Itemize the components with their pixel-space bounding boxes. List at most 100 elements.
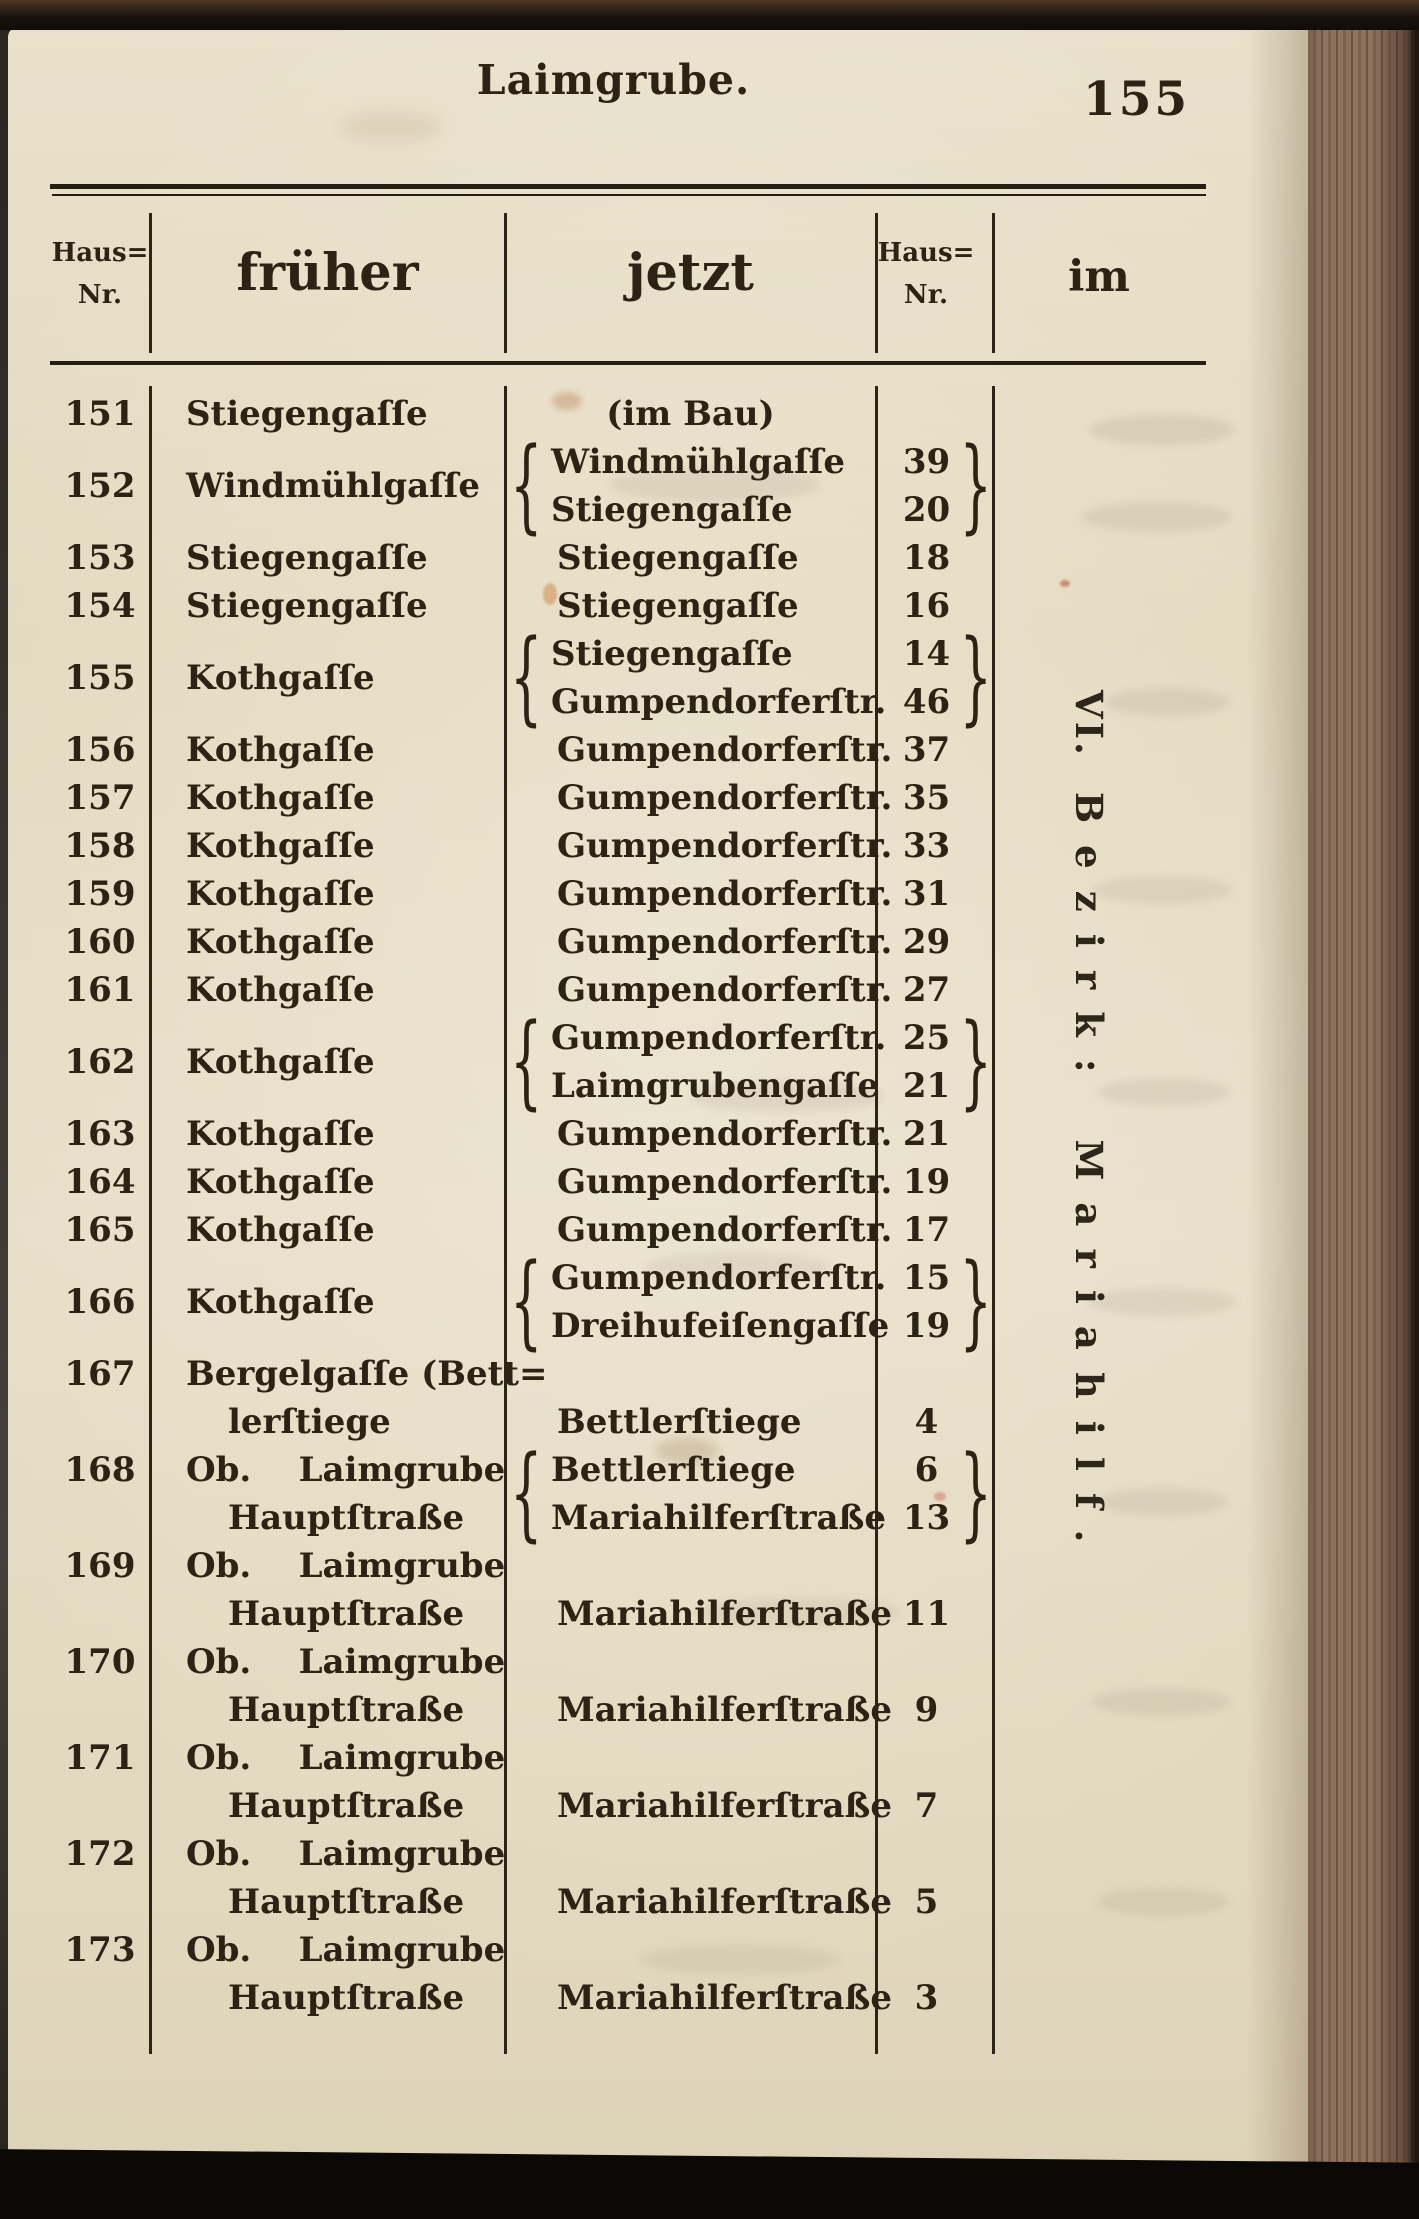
hausnr-old-value: 153 xyxy=(64,538,136,578)
frueher-street-name: Kothgaſſe xyxy=(186,922,375,962)
table-row: 157 Kothgaſſe Gumpendorferſtr. 35 xyxy=(50,774,1205,822)
hausnr-old-value: 166 xyxy=(64,1282,136,1322)
hausnr-old-value: 157 xyxy=(64,778,136,818)
frueher-street-name: Hauptſtraße xyxy=(228,1690,465,1730)
frueher-street-name: Ob. Laimgrube xyxy=(186,1546,506,1586)
hausnr-new-value: 4 xyxy=(914,1402,939,1442)
column-header-line: Nr. xyxy=(77,280,123,310)
frueher-street-name: Kothgaſſe xyxy=(186,1042,375,1082)
table-row: 156 Kothgaſſe Gumpendorferſtr. 37 xyxy=(50,726,1205,774)
jetzt-street-name: Stiegengaſſe xyxy=(551,634,793,674)
table-header-bottom-rule xyxy=(50,361,1206,365)
hausnr-new-value: 33 xyxy=(902,826,951,866)
hausnr-old-value: 169 xyxy=(64,1546,136,1586)
table-row: 165 Kothgaſſe Gumpendorferſtr. 17 xyxy=(50,1206,1205,1254)
table-row: 152 Windmühlgaſſe Windmühlgaſſe 39 Stiegenga… xyxy=(50,426,1205,545)
hausnr-new-value: 37 xyxy=(902,730,951,770)
paper-sheet xyxy=(8,27,1310,2219)
hausnr-new-value: 35 xyxy=(902,778,951,818)
hausnr-new-value: 5 xyxy=(914,1882,939,1922)
hausnr-new-value: 25 xyxy=(902,1018,951,1058)
table-row: 161 Kothgaſſe Gumpendorferſtr. 27 xyxy=(50,966,1205,1014)
frueher-street-name: Hauptſtraße xyxy=(228,1498,465,1538)
jetzt-street-name: Mariahilferſtraße xyxy=(557,1786,892,1826)
brace-left-icon: { xyxy=(510,1242,543,1361)
hausnr-old-value: 167 xyxy=(64,1354,136,1394)
hausnr-old-value: 155 xyxy=(64,658,136,698)
table-top-rule-thin xyxy=(52,194,1206,196)
hausnr-new-value: 31 xyxy=(902,874,951,914)
hausnr-new-value: 7 xyxy=(914,1786,939,1826)
table-top-rule-thick xyxy=(50,184,1206,189)
brace-right-icon: } xyxy=(959,1434,992,1553)
table-row: 172 Ob. Laimgrube Hauptſtraße Mariahilferſt… xyxy=(50,1830,1205,1926)
column-header-line: Haus= xyxy=(877,238,975,268)
hausnr-new-value: 9 xyxy=(914,1690,939,1730)
hausnr-new-value: 18 xyxy=(902,538,951,578)
margin-caption-district-name: Bezirk: Mariahilf. xyxy=(1067,791,1111,1565)
brace-right-icon: } xyxy=(959,426,992,545)
margin-caption-vertical: VI. Bezirk: Mariahilf. xyxy=(1063,690,1111,1670)
frueher-street-name: Kothgaſſe xyxy=(186,826,375,866)
column-header-hausnr-old: Haus= Nr. xyxy=(50,232,150,316)
frueher-street-name: Bergelgaſſe (Bett= xyxy=(186,1354,548,1394)
hausnr-new-value: 20 xyxy=(902,490,951,530)
frueher-street-name: Kothgaſſe xyxy=(186,730,375,770)
hausnr-old-value: 173 xyxy=(64,1930,136,1970)
hausnr-old-value: 164 xyxy=(64,1162,136,1202)
jetzt-street-name: Stiegengaſſe xyxy=(557,586,799,626)
table-row: 164 Kothgaſſe Gumpendorferſtr. 19 xyxy=(50,1158,1205,1206)
frueher-street-name: Ob. Laimgrube xyxy=(186,1738,506,1778)
frueher-street-name: Kothgaſſe xyxy=(186,874,375,914)
page-number: 155 xyxy=(1083,72,1191,127)
jetzt-street-name: Gumpendorferſtr. xyxy=(557,1114,893,1154)
column-header-jetzt: jetzt xyxy=(627,243,754,303)
table-body: 151 Stiegengaſſe (im Bau) 152 Windmühlgaſſe W… xyxy=(50,390,1205,2022)
frueher-street-name: Kothgaſſe xyxy=(186,1210,375,1250)
jetzt-street-name: Gumpendorferſtr. xyxy=(557,826,893,866)
hausnr-new-value: 21 xyxy=(902,1114,951,1154)
hausnr-old-value: 158 xyxy=(64,826,136,866)
hausnr-new-value: 29 xyxy=(902,922,951,962)
table-row: 154 Stiegengaſſe Stiegengaſſe 16 xyxy=(50,582,1205,630)
jetzt-street-name: Gumpendorferſtr. xyxy=(557,1210,893,1250)
table-row: 153 Stiegengaſſe Stiegengaſſe 18 xyxy=(50,534,1205,582)
frueher-street-name: Kothgaſſe xyxy=(186,1162,375,1202)
jetzt-street-name: Gumpendorferſtr. xyxy=(557,730,893,770)
margin-caption-district-number: VI. xyxy=(1067,690,1111,758)
frueher-street-name: Kothgaſſe xyxy=(186,658,375,698)
jetzt-street-name: Windmühlgaſſe xyxy=(551,442,846,482)
frueher-street-name: Kothgaſſe xyxy=(186,970,375,1010)
hausnr-new-value: 14 xyxy=(902,634,951,674)
jetzt-street-name: Stiegengaſſe xyxy=(557,538,799,578)
jetzt-street-name: Bettlerſtiege xyxy=(551,1450,796,1490)
column-rule xyxy=(875,386,878,2054)
table-row: 151 Stiegengaſſe (im Bau) xyxy=(50,390,1205,438)
table-row: 159 Kothgaſſe Gumpendorferſtr. 31 xyxy=(50,870,1205,918)
scan-left-edge xyxy=(0,0,9,2219)
jetzt-street-name: Gumpendorferſtr. xyxy=(557,1162,893,1202)
hausnr-new-value: 21 xyxy=(902,1066,951,1106)
hausnr-old-value: 161 xyxy=(64,970,136,1010)
column-header-line: Haus= xyxy=(51,238,149,268)
frueher-street-name: Stiegengaſſe xyxy=(186,586,428,626)
hausnr-new-value: 6 xyxy=(914,1450,939,1490)
hausnr-new-value: 3 xyxy=(914,1978,939,2018)
brace-left-icon: { xyxy=(510,618,543,737)
frueher-street-name: Hauptſtraße xyxy=(228,1594,465,1634)
table-row: 167 Bergelgaſſe (Bett= lerſtiege Bettlerſti… xyxy=(50,1350,1205,1446)
paper-gutter-shadow xyxy=(1246,27,1310,2219)
hausnr-old-value: 154 xyxy=(64,586,136,626)
column-header-frueher: früher xyxy=(236,243,419,303)
hausnr-new-value: 19 xyxy=(902,1306,951,1346)
column-rule xyxy=(875,213,878,353)
column-rule xyxy=(149,386,152,2054)
hausnr-old-value: 151 xyxy=(64,394,136,434)
table-row: 170 Ob. Laimgrube Hauptſtraße Mariahilferſt… xyxy=(50,1638,1205,1734)
jetzt-street-name: Mariahilferſtraße xyxy=(557,1594,892,1634)
hausnr-old-value: 162 xyxy=(64,1042,136,1082)
hausnr-old-value: 163 xyxy=(64,1114,136,1154)
hausnr-old-value: 160 xyxy=(64,922,136,962)
hausnr-new-value: 17 xyxy=(902,1210,951,1250)
table-row: 166 Kothgaſſe Gumpendorferſtr. 15 Dreihufeiſ… xyxy=(50,1242,1205,1361)
